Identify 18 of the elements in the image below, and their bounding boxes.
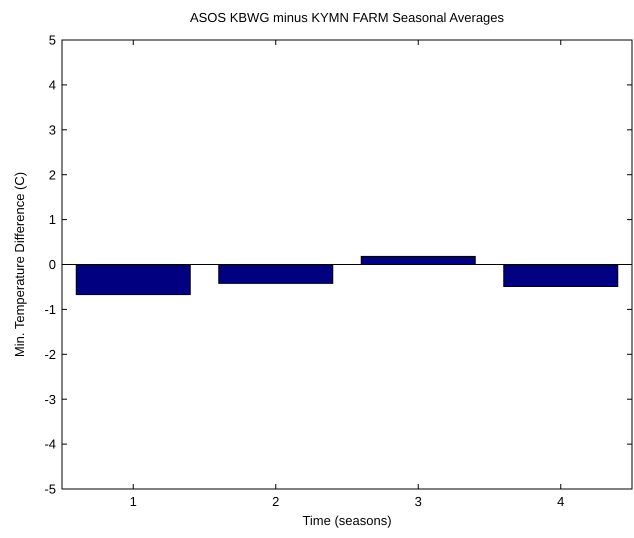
y-tick-label: -3 [44,392,56,407]
y-tick-label: -5 [44,482,56,497]
y-tick-label: 5 [48,32,56,48]
y-tick-label: 2 [48,167,56,182]
y-tick-label: -1 [44,302,56,317]
chart-title: ASOS KBWG minus KYMN FARM Seasonal Averages [190,10,505,25]
x-tick-label: 3 [414,494,422,509]
x-tick-label: 4 [557,494,564,509]
y-tick-label: 0 [48,257,56,272]
y-tick-label: 3 [48,122,56,138]
x-tick-label: 1 [130,494,137,509]
y-axis-title: Min. Temperature Difference (C) [12,172,27,358]
x-tick-label: 2 [272,494,280,509]
y-tick-label: 1 [48,212,56,228]
y-tick-label: 4 [48,77,56,92]
y-tick-label: -4 [44,436,56,452]
y-tick-label: -2 [44,346,56,362]
x-axis-title: Time (seasons) [302,513,392,528]
